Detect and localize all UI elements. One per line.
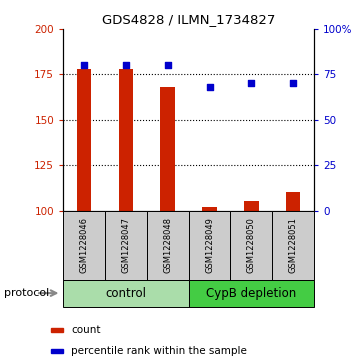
- Text: count: count: [71, 325, 101, 335]
- Bar: [147, 211, 188, 280]
- Bar: [188, 211, 230, 280]
- Bar: [202, 207, 217, 211]
- Point: [165, 62, 171, 68]
- Text: GSM1228050: GSM1228050: [247, 217, 256, 273]
- Bar: [272, 211, 314, 280]
- Text: control: control: [105, 287, 147, 299]
- Bar: [188, 280, 314, 307]
- Bar: [51, 328, 64, 332]
- Bar: [244, 201, 259, 211]
- Text: GSM1228051: GSM1228051: [289, 217, 298, 273]
- Text: protocol: protocol: [4, 288, 49, 298]
- Point: [248, 81, 254, 86]
- Title: GDS4828 / ILMN_1734827: GDS4828 / ILMN_1734827: [102, 13, 275, 26]
- Text: GSM1228046: GSM1228046: [79, 217, 88, 273]
- Text: GSM1228049: GSM1228049: [205, 217, 214, 273]
- Point: [123, 62, 129, 68]
- Bar: [118, 69, 133, 211]
- Bar: [230, 211, 272, 280]
- Text: GSM1228047: GSM1228047: [121, 217, 130, 273]
- Text: percentile rank within the sample: percentile rank within the sample: [71, 346, 247, 356]
- Bar: [77, 69, 91, 211]
- Point: [206, 84, 212, 90]
- Bar: [63, 211, 105, 280]
- Text: GSM1228048: GSM1228048: [163, 217, 172, 273]
- Bar: [51, 349, 64, 354]
- Bar: [286, 192, 300, 211]
- Bar: [63, 280, 188, 307]
- Point: [290, 81, 296, 86]
- Bar: [160, 87, 175, 211]
- Point: [81, 62, 87, 68]
- Text: CypB depletion: CypB depletion: [206, 287, 296, 299]
- Bar: [105, 211, 147, 280]
